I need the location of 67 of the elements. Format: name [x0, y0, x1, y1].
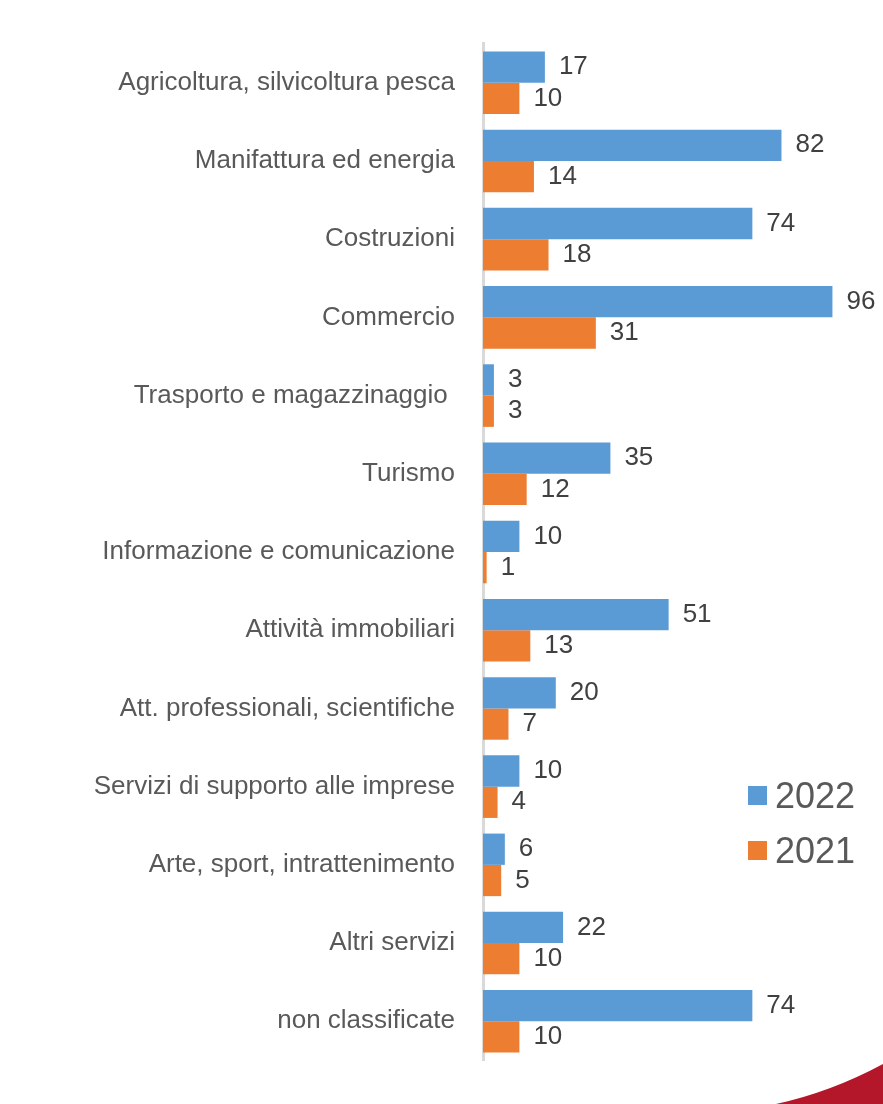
- bar: [483, 630, 531, 662]
- data-label: 7: [522, 707, 537, 738]
- legend-label: 2021: [775, 829, 856, 872]
- data-label: 10: [533, 941, 563, 972]
- data-label: 31: [609, 316, 639, 347]
- y-tick-label: Costruzioni: [324, 222, 455, 253]
- legend-label: 2022: [775, 774, 856, 817]
- bar: [483, 160, 534, 193]
- y-tick-label: Manifattura ed energia: [194, 144, 456, 175]
- data-label: 10: [533, 81, 563, 112]
- bar: [483, 552, 487, 584]
- bar: [483, 1021, 520, 1053]
- bar: [483, 833, 505, 865]
- bar: [483, 598, 669, 631]
- data-label: 74: [766, 206, 796, 237]
- bar: [483, 473, 527, 506]
- y-tick-label: Commercio: [322, 300, 455, 331]
- data-label: 1: [500, 550, 516, 581]
- bar: [483, 207, 753, 240]
- bar: [483, 395, 494, 427]
- data-label: 74: [766, 988, 796, 1019]
- data-label: 12: [540, 472, 570, 503]
- data-label: 3: [507, 394, 523, 425]
- bar: [483, 364, 494, 396]
- bar: [483, 129, 782, 161]
- y-tick-label: Trasporto e magazzinaggio: [133, 378, 455, 409]
- data-label: 4: [511, 785, 527, 816]
- data-label: 10: [533, 519, 563, 550]
- bar: [483, 239, 549, 271]
- data-label: 3: [507, 363, 523, 394]
- data-label: 10: [533, 1020, 563, 1051]
- bar: [483, 911, 564, 944]
- bar: [483, 708, 509, 740]
- y-tick-label: Arte, sport, intrattenimento: [148, 848, 455, 879]
- data-label: 10: [533, 754, 563, 785]
- y-tick-label: Turismo: [362, 456, 455, 487]
- y-tick-label: Att. professionali, scientifiche: [119, 691, 455, 722]
- y-tick-label: Altri servizi: [329, 926, 455, 957]
- y-tick-label: Servizi di supporto alle imprese: [93, 769, 455, 800]
- bar: [483, 864, 502, 897]
- data-label: 20: [569, 675, 599, 706]
- data-label: 13: [544, 629, 574, 660]
- data-label: 22: [577, 910, 606, 941]
- data-label: 18: [562, 237, 592, 268]
- data-label: 5: [515, 863, 530, 894]
- bar: [483, 520, 520, 552]
- data-label: 96: [846, 284, 876, 315]
- data-label: 17: [558, 50, 588, 81]
- bar: [483, 677, 556, 709]
- data-label: 14: [547, 159, 577, 190]
- bar: [483, 786, 498, 818]
- bar: [483, 755, 520, 787]
- y-tick-label: Informazione e comunicazione: [102, 535, 455, 566]
- bar: [483, 82, 520, 114]
- bar: [483, 990, 753, 1022]
- data-label: 51: [682, 597, 712, 628]
- y-tick-label: Agricoltura, silvicoltura pesca: [118, 65, 456, 96]
- bar: [483, 442, 611, 474]
- data-label: 82: [795, 128, 825, 159]
- bar: [483, 943, 520, 975]
- data-label: 6: [518, 832, 534, 863]
- y-tick-label: Attività immobiliari: [245, 613, 455, 644]
- bar: [483, 286, 833, 318]
- y-tick-label: non classificate: [277, 1004, 455, 1035]
- data-label: 35: [624, 441, 654, 472]
- bar: [483, 51, 545, 83]
- bar: [483, 317, 596, 349]
